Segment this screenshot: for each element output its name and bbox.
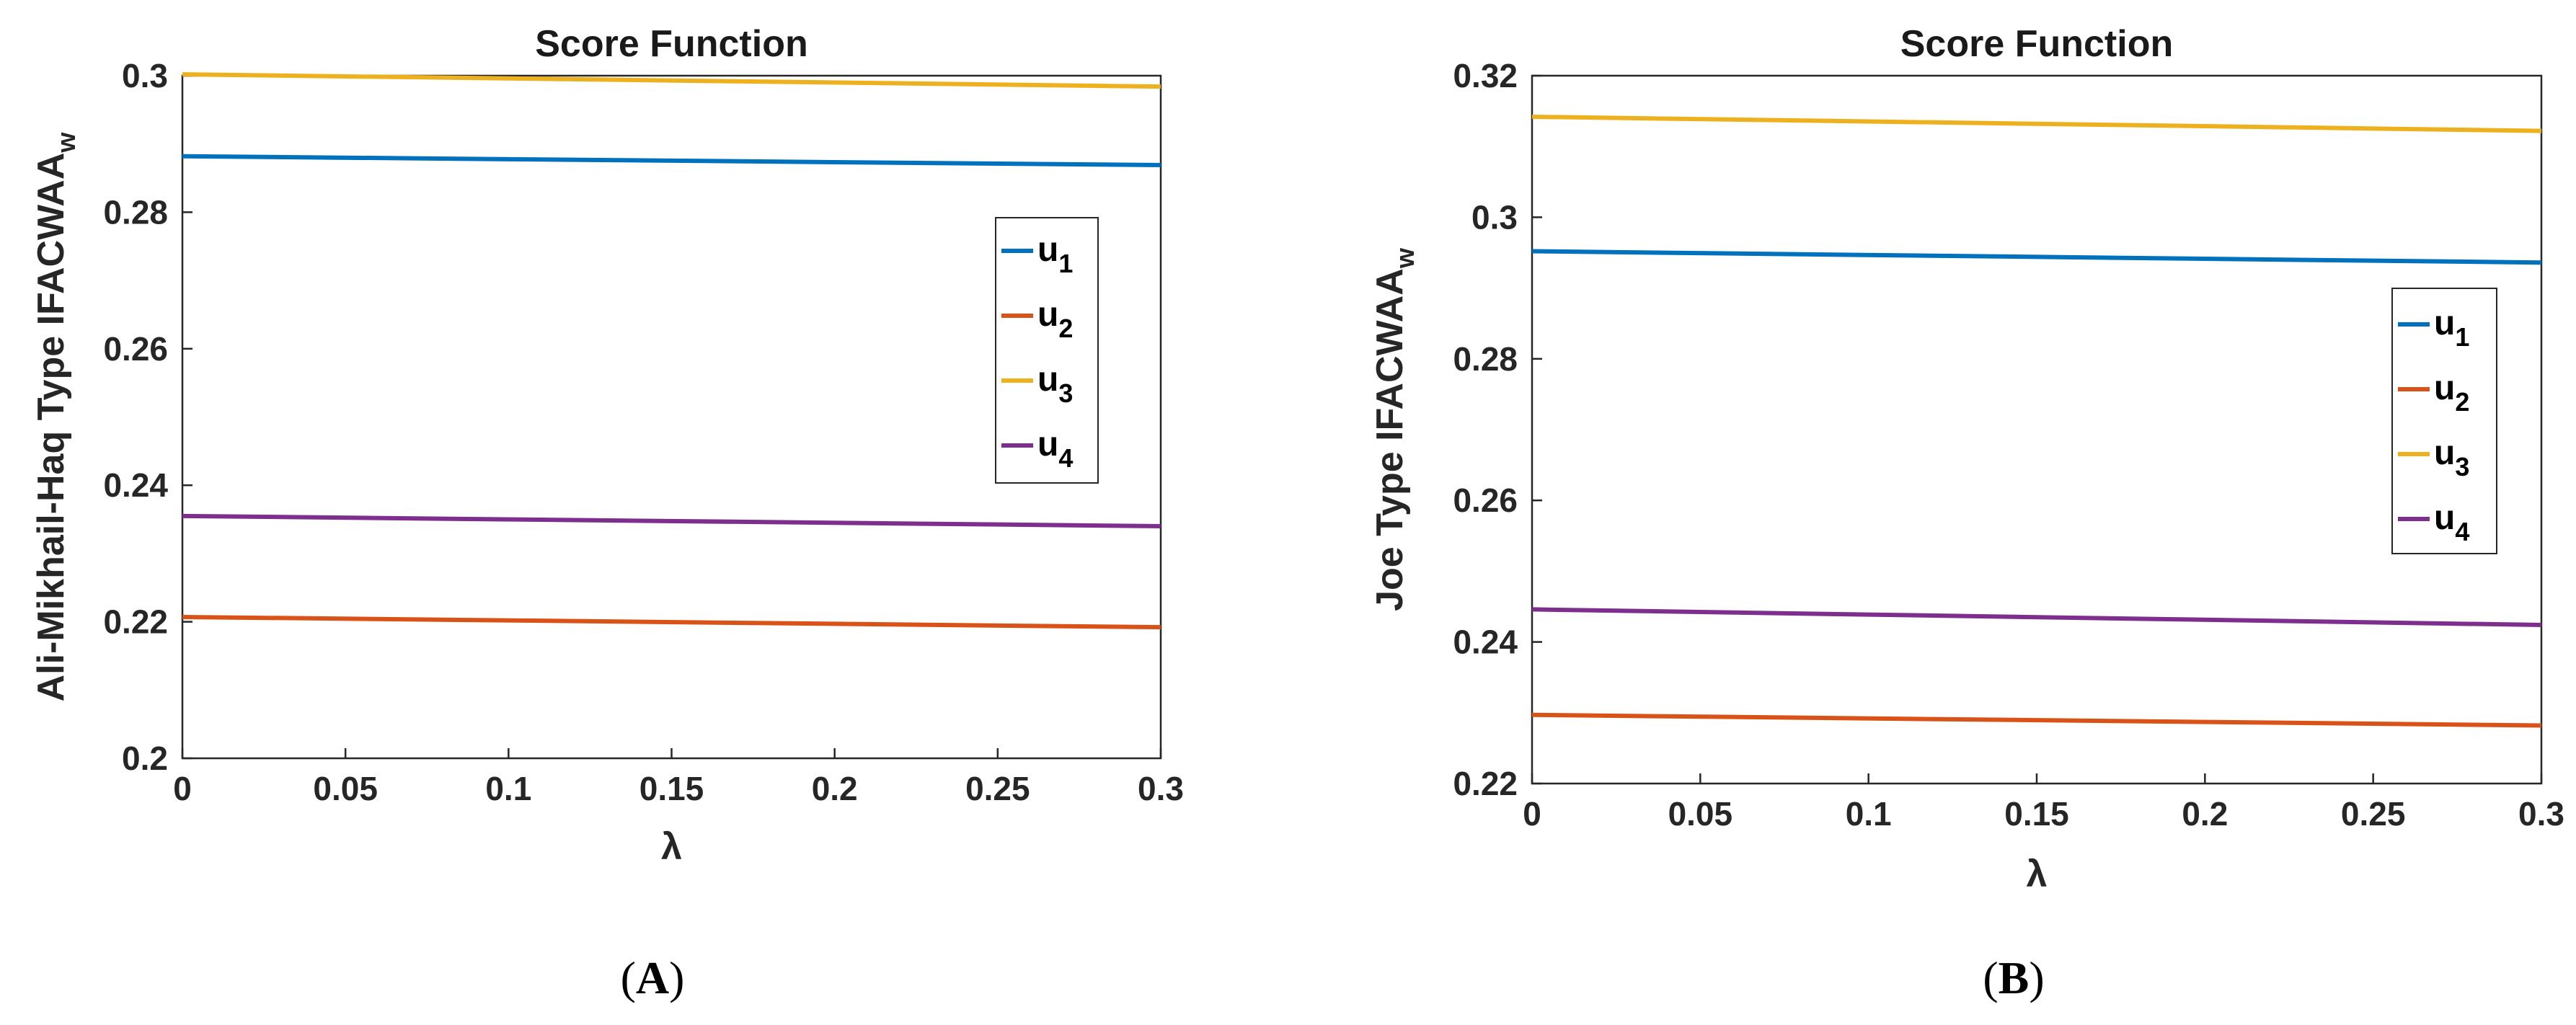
x-tick-label: 0.3 [1138, 770, 1184, 807]
y-tick-label: 0.3 [1471, 198, 1518, 236]
series-line-u2 [182, 614, 1161, 630]
caption-letter: B [1999, 952, 2030, 1003]
legend-box [2391, 288, 2497, 554]
y-axis-label-main: Joe Type IFACWAA [1369, 268, 1411, 611]
x-tick-label: 0.2 [812, 770, 858, 807]
x-tick-label: 0.15 [2004, 795, 2069, 833]
x-tick-label: 0.3 [2518, 795, 2564, 833]
y-tick-label: 0.32 [1453, 57, 1518, 94]
legend-entry-name: u [2434, 434, 2455, 472]
x-tick-label: 0.25 [965, 770, 1030, 807]
legend-entry-subscript: 1 [2455, 322, 2469, 352]
caption-open-paren: ( [621, 952, 636, 1003]
legend-entry-subscript: 2 [2455, 387, 2469, 417]
x-tick-label: 0.15 [639, 770, 704, 807]
y-tick-label: 0.26 [1453, 482, 1518, 519]
legend-box [995, 217, 1099, 484]
x-tick-label: 0 [173, 770, 192, 807]
y-tick-label: 0.24 [103, 466, 168, 504]
y-tick-label: 0.28 [1453, 340, 1518, 378]
legend-entry-name: u [1037, 425, 1058, 463]
caption-open-paren: ( [1983, 952, 1998, 1003]
legend-entry-u3: u3 [2434, 434, 2469, 482]
y-axis-label: Joe Type IFACWAAw [1369, 247, 1420, 611]
y-tick-label: 0.22 [1453, 765, 1518, 802]
chart-title: Score Function [1900, 23, 2173, 65]
legend-entry-u3: u3 [1037, 360, 1073, 408]
legend-entry-name: u [1037, 296, 1058, 334]
series-line-u3 [182, 72, 1161, 89]
legend-entry-name: u [1037, 360, 1058, 399]
legend-entry-subscript: 3 [2455, 452, 2469, 482]
caption-letter: A [636, 952, 669, 1003]
caption-close-paren: ) [669, 952, 684, 1003]
legend-entry-u1: u1 [1037, 231, 1073, 278]
legend-entry-subscript: 3 [1058, 378, 1073, 408]
x-tick-label: 0.2 [2182, 795, 2228, 833]
legend-entry-u1: u1 [2434, 304, 2469, 352]
legend-entry-subscript: 1 [1058, 249, 1073, 278]
legend-entry-u4: u4 [1037, 425, 1073, 473]
x-axis-label: λ [661, 826, 682, 868]
y-tick-label: 0.28 [103, 193, 168, 231]
x-tick-label: 0.1 [1846, 795, 1892, 833]
legend-entry-name: u [1037, 231, 1058, 269]
x-axis-label: λ [2027, 853, 2048, 895]
caption-close-paren: ) [2029, 952, 2044, 1003]
y-axis-label-subscript: w [51, 132, 81, 154]
series-line-u4 [182, 513, 1161, 529]
legend-entry-name: u [2434, 499, 2455, 537]
x-tick-label: 0.05 [313, 770, 378, 807]
legend-entry-name: u [2434, 369, 2455, 407]
panel-caption: (A) [621, 952, 685, 1003]
legend-entry-subscript: 4 [1058, 443, 1073, 473]
series-line-u1 [1531, 249, 2542, 265]
legend-entry-subscript: 2 [1058, 314, 1073, 343]
panel-caption: (B) [1983, 952, 2044, 1003]
y-tick-label: 0.2 [122, 740, 168, 777]
y-tick-label: 0.24 [1453, 624, 1518, 661]
legend-entry-u2: u2 [1037, 296, 1073, 343]
x-tick-label: 0.1 [485, 770, 531, 807]
legend-entry-name: u [2434, 304, 2455, 342]
y-axis-label-main: Ali-Mikhail-Haq Type IFACWAA [30, 153, 72, 702]
legend-entry-u2: u2 [2434, 369, 2469, 417]
plot-area [1531, 74, 2543, 785]
y-tick-label: 0.3 [122, 57, 168, 94]
x-tick-label: 0.25 [2341, 795, 2406, 833]
series-line-u3 [1531, 114, 2542, 133]
y-axis-label-subscript: w [1390, 247, 1420, 269]
x-tick-label: 0 [1523, 795, 1541, 833]
series-line-u1 [182, 154, 1161, 168]
series-line-u4 [1531, 607, 2542, 628]
y-axis-label: Ali-Mikhail-Haq Type IFACWAAw [30, 132, 81, 702]
chart-panel-2: Score Function 0 0.05 0.1 0.15 0.2 0.25 0.3 0.22… [1369, 23, 2564, 1003]
legend-entry-u4: u4 [2434, 499, 2469, 546]
chart-panel-1: Score Function 0 0.05 0.1 0.15 0.2 0.25 0.3 0.2 0… [30, 23, 1184, 1003]
chart-title: Score Function [535, 23, 807, 65]
x-tick-label: 0.05 [1668, 795, 1733, 833]
y-tick-label: 0.26 [103, 330, 168, 368]
y-tick-label: 0.22 [103, 603, 168, 641]
legend-entry-subscript: 4 [2455, 517, 2469, 546]
series-line-u2 [1531, 712, 2542, 728]
